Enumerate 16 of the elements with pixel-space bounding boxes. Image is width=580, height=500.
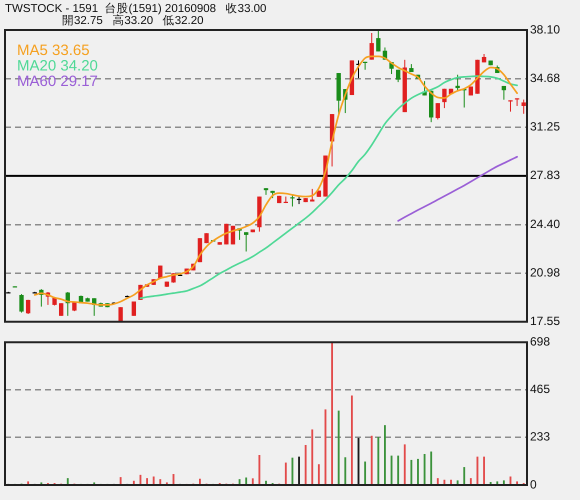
y-tick-label: 465 (530, 382, 550, 396)
y-tick-label: 698 (530, 334, 550, 349)
y-tick-label: 233 (530, 430, 550, 444)
chart-subtitle: 開32.75 高33.20 低32.20 (62, 13, 204, 28)
chart-title: TWSTOCK - 1591 台股(1591) 20160908 收33.00 (5, 2, 266, 16)
text: MA20 34.20 (17, 58, 98, 75)
y-tick-label: 34.68 (530, 70, 560, 85)
y-tick-label: 31.25 (530, 120, 560, 134)
y-tick-label: 24.40 (530, 216, 560, 231)
y-tick-label: 20.98 (530, 265, 560, 280)
y-tick-label: 17.55 (530, 314, 560, 328)
text: MA60 29.17 (17, 73, 98, 90)
y-tick-label: 27.83 (530, 168, 560, 182)
y-tick-label: 0 (530, 477, 537, 492)
y-tick-label: 38.10 (530, 22, 560, 36)
text: MA5 33.65 (17, 42, 90, 60)
